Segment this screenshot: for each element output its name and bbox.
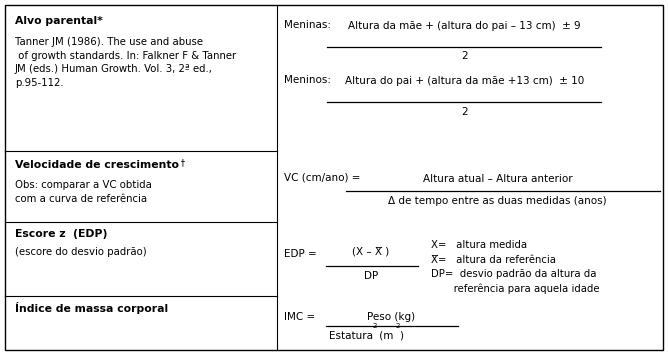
Text: DP=  desvio padrão da altura da: DP= desvio padrão da altura da <box>431 269 597 279</box>
Text: 2: 2 <box>373 323 377 329</box>
Text: Meninos:: Meninos: <box>284 75 331 84</box>
Text: ): ) <box>399 331 403 341</box>
Text: X̅=   altura da referência: X̅= altura da referência <box>431 255 556 264</box>
Text: Altura da mãe + (altura do pai – 13 cm)  ± 9: Altura da mãe + (altura do pai – 13 cm) … <box>348 21 580 31</box>
Text: Velocidade de crescimento: Velocidade de crescimento <box>15 160 179 170</box>
Text: Escore z  (EDP): Escore z (EDP) <box>15 229 107 239</box>
Text: VC (cm/ano) =: VC (cm/ano) = <box>284 173 361 182</box>
Text: Alvo parental*: Alvo parental* <box>15 16 102 26</box>
Text: (m: (m <box>376 331 393 341</box>
Text: EDP =: EDP = <box>284 249 317 259</box>
Text: DP: DP <box>363 271 378 281</box>
Text: X=   altura medida: X= altura medida <box>431 240 527 250</box>
Text: IMC =: IMC = <box>284 312 315 322</box>
Text: Altura atual – Altura anterior: Altura atual – Altura anterior <box>423 174 572 184</box>
Text: (escore do desvio padrão): (escore do desvio padrão) <box>15 247 146 257</box>
Text: †: † <box>178 159 186 168</box>
Text: (X – X̅ ): (X – X̅ ) <box>352 247 389 257</box>
Text: Obs: comparar a VC obtida
com a curva de referência: Obs: comparar a VC obtida com a curva de… <box>15 180 152 204</box>
Text: 2: 2 <box>461 51 468 61</box>
Text: referência para aquela idade: referência para aquela idade <box>431 284 599 295</box>
Text: Tanner JM (1986). The use and abuse
 of growth standards. In: Falkner F & Tanner: Tanner JM (1986). The use and abuse of g… <box>15 37 236 88</box>
Text: Δ de tempo entre as duas medidas (anos): Δ de tempo entre as duas medidas (anos) <box>388 196 607 206</box>
Text: Índice de massa corporal: Índice de massa corporal <box>15 302 168 315</box>
Text: Meninas:: Meninas: <box>284 20 331 29</box>
Text: Peso (kg): Peso (kg) <box>367 312 415 322</box>
Text: 2: 2 <box>461 106 468 116</box>
Text: 2: 2 <box>395 323 400 329</box>
Text: Estatura: Estatura <box>329 331 373 341</box>
Text: Altura do pai + (altura da mãe +13 cm)  ± 10: Altura do pai + (altura da mãe +13 cm) ±… <box>345 76 584 86</box>
